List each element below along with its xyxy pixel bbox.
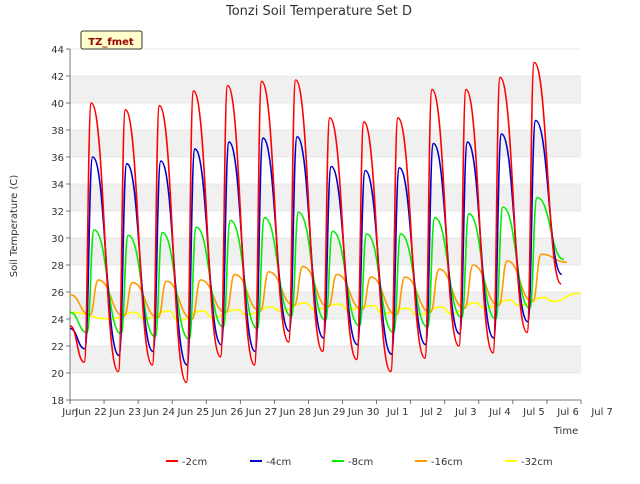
y-tick-label: 24 xyxy=(51,315,64,326)
x-tick-label: Jun 24 xyxy=(142,407,175,418)
annotation-box xyxy=(80,30,143,50)
legend-label: -4cm xyxy=(266,457,291,468)
chart-title: Tonzi Soil Temperature Set D xyxy=(225,4,412,19)
y-tick-label: 42 xyxy=(51,72,64,83)
y-tick-label: 32 xyxy=(51,207,64,218)
x-tick-label: Jul 6 xyxy=(556,407,579,418)
grid-band xyxy=(70,76,581,103)
x-tick-label: Jul 7 xyxy=(590,407,613,418)
x-tick-label-start: Jun xyxy=(61,407,78,418)
annotation-label: TZ_fmet xyxy=(88,37,134,48)
x-tick-label: Jun 26 xyxy=(211,407,244,418)
y-tick-label: 30 xyxy=(51,234,64,245)
x-tick-label: Jul 5 xyxy=(522,407,545,418)
x-axis-label: Time xyxy=(553,426,578,437)
y-tick-label: 20 xyxy=(51,369,64,380)
y-tick-label: 28 xyxy=(51,261,64,272)
x-tick-label: Jul 4 xyxy=(488,407,511,418)
x-tick-label: Jul 2 xyxy=(420,407,443,418)
y-tick-label: 18 xyxy=(51,396,64,407)
series-line-2cm xyxy=(70,61,562,384)
x-tick-label: Jun 29 xyxy=(313,407,346,418)
x-tick-label: Jun 22 xyxy=(74,407,107,418)
y-tick-label: 22 xyxy=(51,342,64,353)
legend: -2cm -4cm -8cm -16cm -32cm xyxy=(166,457,553,468)
y-tick-label: 38 xyxy=(51,126,64,137)
x-tick-label: Jun 27 xyxy=(245,407,278,418)
x-tick-label: Jun 30 xyxy=(347,407,380,418)
x-tick-label: Jun 23 xyxy=(108,407,141,418)
y-axis-label: Soil Temperature (C) xyxy=(9,175,20,278)
x-tick-label: Jul 3 xyxy=(454,407,477,418)
legend-label: -8cm xyxy=(348,457,373,468)
legend-label: -16cm xyxy=(431,457,463,468)
y-tick-label: 26 xyxy=(51,288,64,299)
legend-label: -2cm xyxy=(182,457,207,468)
grid-band xyxy=(70,130,581,157)
x-tick-label: Jun 25 xyxy=(177,407,210,418)
grid-band xyxy=(70,346,581,373)
y-tick-label: 36 xyxy=(51,153,64,164)
x-tick-label: Jul 1 xyxy=(386,407,409,418)
y-tick-label: 44 xyxy=(51,45,64,56)
y-tick-label: 34 xyxy=(51,180,64,191)
legend-label: -32cm xyxy=(521,457,553,468)
y-tick-label: 40 xyxy=(51,99,64,110)
x-tick-label: Jun 28 xyxy=(279,407,312,418)
